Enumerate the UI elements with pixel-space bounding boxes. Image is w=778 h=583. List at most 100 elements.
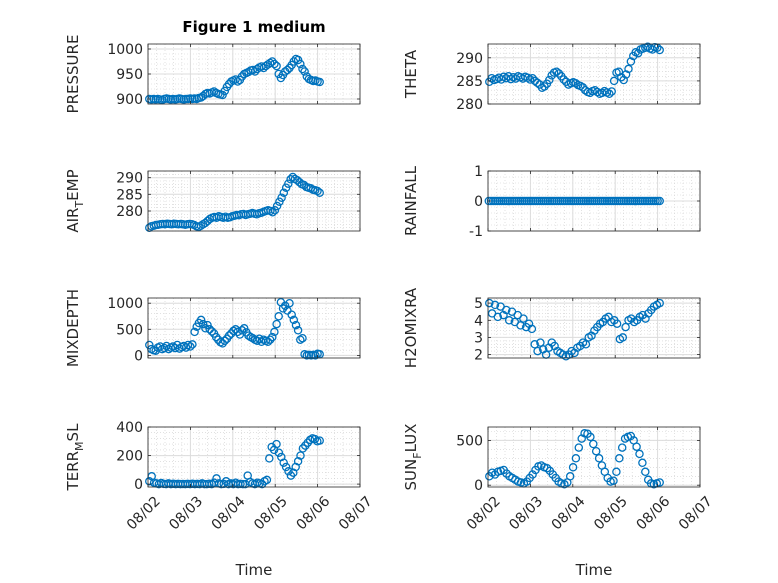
- data-point: [145, 340, 154, 350]
- x-tick-label: 08/07: [336, 493, 376, 533]
- x-tick-label: 08/06: [294, 493, 334, 533]
- data-point: [315, 77, 324, 87]
- data-point: [612, 467, 621, 477]
- y-tick-label: 4: [474, 313, 483, 329]
- y-axis-label: SUNFLUX: [402, 424, 424, 491]
- data-point: [257, 337, 266, 347]
- data-point: [296, 451, 305, 460]
- axes-box: [147, 170, 361, 232]
- data-point: [272, 319, 281, 329]
- data-point: [281, 462, 291, 472]
- data-point: [179, 341, 189, 351]
- y-tick-label: 285: [456, 74, 483, 90]
- axes-panel-4: -1 0 1 RAINFALL: [402, 164, 701, 240]
- y-tick-label: 290: [116, 171, 143, 187]
- data-point: [589, 439, 598, 449]
- data-point: [315, 188, 324, 197]
- data-point: [248, 333, 258, 343]
- data-point: [252, 64, 262, 74]
- data-point: [565, 472, 575, 481]
- x-tick-label: 08/04: [209, 493, 249, 533]
- axes-panel-2: 280 285 290 THETA: [402, 42, 701, 113]
- y-axis-label: PRESSURE: [64, 35, 82, 114]
- y-tick-label: 0: [474, 478, 483, 494]
- data-point: [252, 336, 262, 346]
- x-axis-label: Time: [235, 561, 273, 579]
- data-point: [272, 61, 281, 71]
- data-point: [237, 326, 247, 335]
- data-point: [244, 331, 253, 340]
- x-tick-label: 08/03: [166, 493, 206, 533]
- data-point: [198, 319, 208, 329]
- x-tick-label: 08/07: [676, 493, 716, 533]
- y-label-part: LUX: [402, 424, 420, 453]
- data-point: [581, 340, 591, 349]
- axes-box: [147, 426, 361, 488]
- y-axis-label: H2OMIXRA: [402, 287, 420, 368]
- x-axis-label: Time: [575, 561, 613, 579]
- data-point: [190, 327, 199, 337]
- axes-panel-6: 2 345 H2OMIXRA: [402, 287, 701, 368]
- data-point: [196, 315, 206, 325]
- data-point: [632, 442, 641, 451]
- data-point: [220, 86, 230, 96]
- data-point: [293, 326, 303, 335]
- y-label-subscript: T: [73, 201, 86, 209]
- axes-panel-8: 0 500 08/02 08/03 08/04 08/05 08/06 08/07 Time SU…: [402, 424, 716, 579]
- x-tick-label: 08/06: [634, 493, 674, 533]
- y-axis-label: RAINFALL: [402, 165, 420, 236]
- data-point: [218, 339, 227, 348]
- data-point: [279, 188, 289, 197]
- data-point: [280, 301, 290, 311]
- axes-panel-7: 0 200 400 08/02 08/03 08/04 08/05 08/06 08/07 Tim…: [64, 420, 376, 579]
- data-point: [270, 206, 280, 215]
- data-point: [212, 474, 221, 483]
- data-point: [155, 342, 165, 351]
- x-tick-label: 08/05: [591, 493, 631, 533]
- data-point: [493, 312, 503, 322]
- data-point: [279, 458, 288, 467]
- y-axis-label: THETA: [402, 49, 420, 99]
- data-point: [233, 327, 242, 337]
- data-point: [586, 432, 595, 442]
- data-point: [626, 57, 636, 66]
- data-point: [220, 336, 230, 346]
- y-tick-label: 400: [116, 420, 143, 436]
- axes-panel-5: 0 500 1000 MIXDEPTH: [64, 289, 361, 367]
- data-point: [183, 340, 193, 350]
- axes-box: [487, 43, 701, 105]
- data-point: [504, 316, 514, 325]
- y-axis-label: TERRMSL: [64, 423, 86, 492]
- data-point: [295, 178, 304, 187]
- data-point: [265, 454, 274, 463]
- data-point: [605, 89, 614, 99]
- data-point: [311, 351, 320, 360]
- data-point: [229, 326, 238, 336]
- data-point: [617, 443, 627, 452]
- y-tick-label: 0: [134, 477, 143, 493]
- y-tick-label: 2: [474, 348, 483, 364]
- y-tick-label: 1: [474, 164, 483, 180]
- data-point: [594, 454, 604, 463]
- data-point: [641, 467, 650, 477]
- axes-panel-1: 900 950 1000 PRESSURE Figure 1 medium: [64, 18, 361, 114]
- data-point: [160, 343, 169, 353]
- y-axis-label: MIXDEPTH: [64, 289, 82, 367]
- data-point: [655, 45, 664, 55]
- data-point: [519, 314, 528, 323]
- data-point: [591, 446, 601, 456]
- data-point: [285, 298, 294, 308]
- y-tick-label: 500: [456, 433, 483, 449]
- data-point: [300, 67, 309, 76]
- data-point: [533, 346, 542, 356]
- data-point: [523, 73, 532, 82]
- data-point: [542, 463, 552, 473]
- y-label-part: EMP: [64, 169, 82, 200]
- data-point: [497, 75, 506, 84]
- x-tick-label: 08/03: [506, 493, 546, 533]
- x-tick-label: 08/02: [124, 493, 164, 533]
- data-point: [272, 439, 281, 449]
- y-tick-label: 280: [456, 97, 483, 113]
- y-tick-label: 0: [134, 348, 143, 364]
